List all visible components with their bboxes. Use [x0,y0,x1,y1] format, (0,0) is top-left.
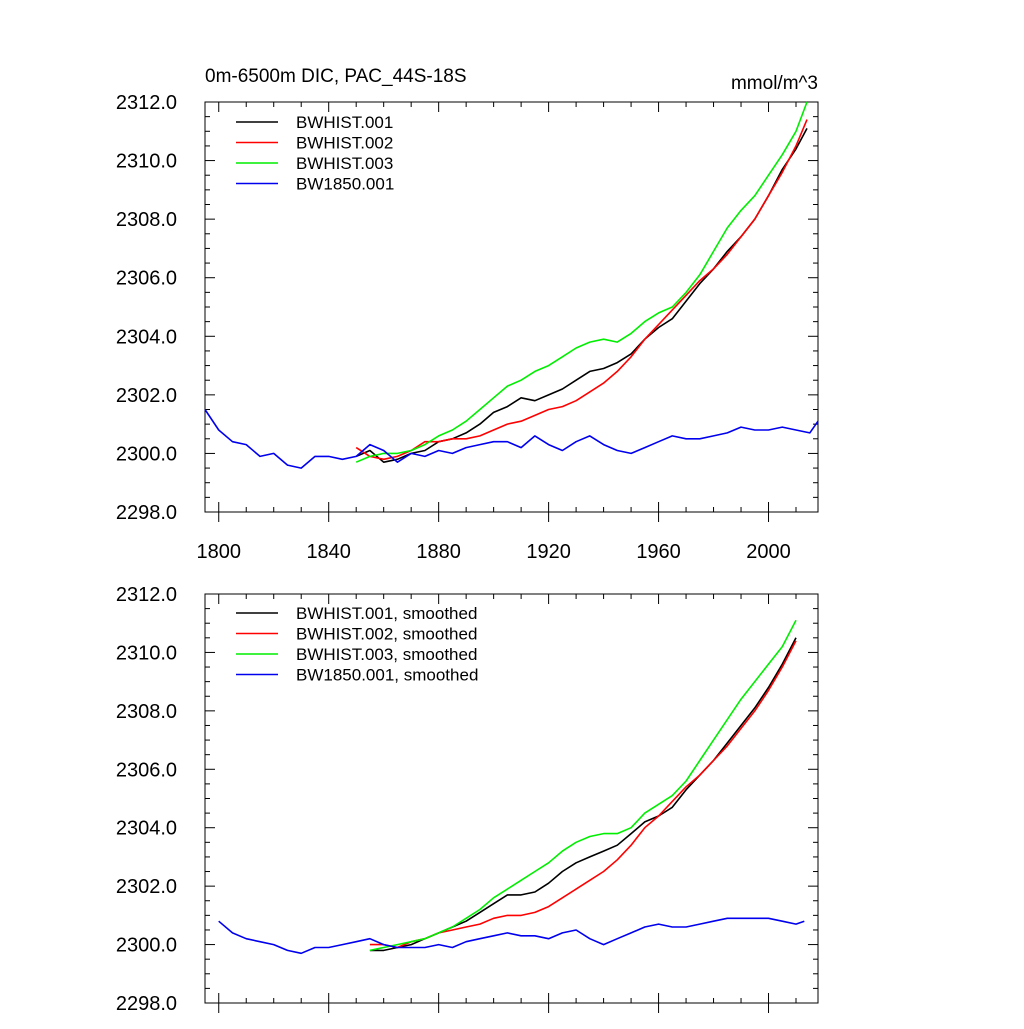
y-tick-label: 2302.0 [116,385,177,407]
y-tick-label: 2306.0 [116,759,177,781]
legend-label: BWHIST.003 [296,154,393,173]
y-tick-label: 2310.0 [116,642,177,664]
y-tick-label: 2298.0 [116,502,177,524]
legend-label: BWHIST.001 [296,113,393,132]
x-tick-label: 1840 [306,541,351,563]
x-tick-label: 1880 [416,541,461,563]
series-line [355,119,808,461]
legend-label: BWHIST.002 [296,134,393,153]
series-line [369,619,797,952]
legend-label: BWHIST.003, smoothed [296,645,477,664]
y-tick-label: 2312.0 [116,584,177,606]
series-line [369,637,797,952]
legend-label: BWHIST.001, smoothed [296,604,477,623]
legend-label: BWHIST.002, smoothed [296,625,477,644]
y-tick-label: 2298.0 [116,993,177,1015]
y-tick-label: 2308.0 [116,209,177,231]
chart-title: 0m-6500m DIC, PAC_44S-18S [205,66,467,87]
y-tick-label: 2312.0 [116,92,177,114]
y-tick-label: 2304.0 [116,326,177,348]
y-tick-label: 2308.0 [116,701,177,723]
y-tick-label: 2306.0 [116,268,177,290]
x-tick-label: 1920 [526,541,571,563]
y-tick-label: 2302.0 [116,876,177,898]
x-tick-label: 2000 [746,541,791,563]
panel-bottom: 2298.0 2300.0 2302.0 2304.0 2306.0 2308.0 2310… [116,584,819,1015]
series-line [204,409,819,469]
legend-label: BW1850.001 [296,175,394,194]
units-label: mmol/m^3 [731,73,818,94]
y-tick-label: 2310.0 [116,151,177,173]
y-tick-label: 2300.0 [116,443,177,465]
x-tick-label: 1960 [636,541,681,563]
series-line [355,128,808,464]
x-tick-label: 1800 [196,541,241,563]
series-line [218,917,805,955]
panel-top: 2298.0 2300.0 2302.0 2304.0 2306.0 2308.0 2310… [116,66,819,563]
y-tick-label: 2304.0 [116,818,177,840]
series-line [355,101,808,463]
series-line [369,640,797,949]
y-tick-label: 2300.0 [116,935,177,957]
legend-label: BW1850.001, smoothed [296,666,478,685]
